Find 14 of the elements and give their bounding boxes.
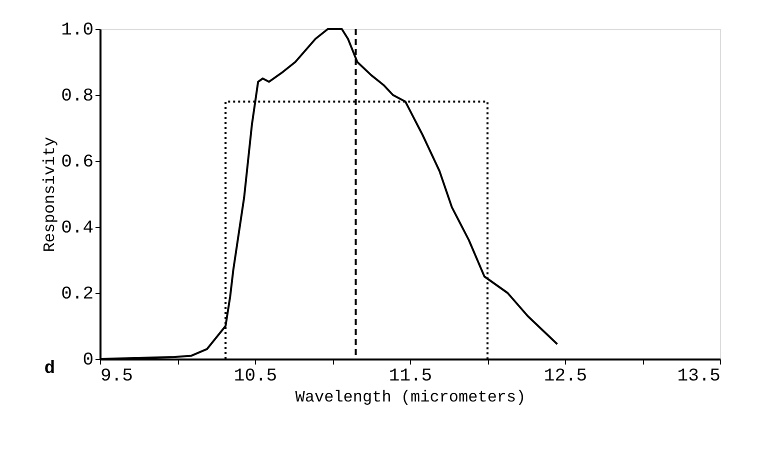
y-tick-label: 0.8 <box>61 86 94 106</box>
x-tick-label: 10.5 <box>234 366 278 386</box>
y-tick-label: 0.4 <box>61 218 94 238</box>
y-tick-label: 0.6 <box>61 152 94 172</box>
y-tick-label: 0 <box>82 350 94 370</box>
x-tick-label: 9.5 <box>100 366 133 386</box>
x-axis-title: Wavelength (micrometers) <box>295 388 526 406</box>
y-axis-title: Responsivity <box>41 136 60 252</box>
x-tick-label: 12.5 <box>544 366 588 386</box>
text: d <box>44 359 55 379</box>
x-tick-label: 13.5 <box>677 366 720 386</box>
x-tick-label: 11.5 <box>388 366 432 386</box>
y-tick-label: 1.0 <box>61 20 94 40</box>
y-tick-label: 0.2 <box>61 284 94 304</box>
